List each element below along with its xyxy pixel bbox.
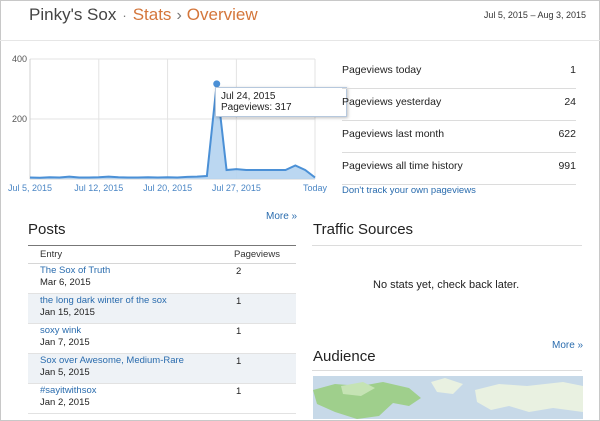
summary-row: Pageviews last month 622 [342,121,576,153]
chart-x-tick-label: Jul 27, 2015 [212,183,261,193]
traffic-more-link[interactable]: More » [552,340,584,351]
summary-label: Pageviews yesterday [342,96,442,108]
breadcrumb-stats-link[interactable]: Stats [132,5,172,24]
chart-x-tick-label: Jul 20, 2015 [143,183,192,193]
map-eurasia [475,382,583,412]
traffic-empty-message: No stats yet, check back later. [373,279,520,291]
post-row: The Sox of Truth Mar 6, 2015 2 [28,264,296,294]
pageviews-summary: Pageviews today 1 Pageviews yesterday 24 Pag… [342,57,576,185]
summary-row: Pageviews yesterday 24 [342,89,576,121]
summary-row: Pageviews today 1 [342,57,576,89]
posts-more-link[interactable]: More » [266,211,298,222]
post-title-link[interactable]: The Sox of Truth [40,265,111,276]
post-title-link[interactable]: #sayitwithsox [40,385,97,396]
chart-y-tick-label: 200 [12,114,27,124]
post-pageviews: 1 [236,386,242,397]
post-date: Jan 5, 2015 [40,367,90,378]
audience-world-map[interactable] [313,376,583,419]
breadcrumb-arrow: › [176,7,182,24]
post-row: #sayitwithsox Jan 2, 2015 1 [28,384,296,414]
post-pageviews: 1 [236,326,242,337]
summary-value: 622 [558,128,576,140]
post-row: the long dark winter of the sox Jan 15, 2… [28,294,296,324]
chart-x-tick-label: Jul 5, 2015 [8,183,52,193]
map-north-america [313,382,421,419]
breadcrumb-overview: Overview [186,5,258,24]
map-canada-shade [341,382,375,396]
chart-x-tick-label: Today [303,183,328,193]
posts-table-header: Entry Pageviews [28,245,296,264]
traffic-sources-heading: Traffic Sources [313,221,414,238]
post-date: Mar 6, 2015 [40,277,91,288]
tooltip-date: Jul 24, 2015 [221,91,276,102]
post-pageviews: 2 [236,266,242,277]
post-date: Jan 7, 2015 [40,337,90,348]
post-row: Sox over Awesome, Medium-Rare Jan 5, 2015… [28,354,296,384]
column-pageviews: Pageviews [234,249,280,260]
breadcrumb-site-name[interactable]: Pinky's Sox [29,5,117,24]
breadcrumb-separator: · [122,8,127,23]
chart-x-tick-label: Jul 12, 2015 [74,183,123,193]
chart-series-line [29,83,316,179]
chart-tooltip: Jul 24, 2015 Pageviews: 317 [215,87,347,117]
traffic-divider [312,245,582,246]
breadcrumb: Pinky's Sox · Stats › Overview [29,5,258,25]
posts-heading: Posts [28,221,66,238]
summary-label: Pageviews all time history [342,160,463,172]
posts-table: Entry Pageviews The Sox of Truth Mar 6, 2… [28,245,296,414]
summary-label: Pageviews last month [342,128,445,140]
dont-track-link[interactable]: Don't track your own pageviews [342,185,476,196]
summary-label: Pageviews today [342,64,422,76]
post-date: Jan 15, 2015 [40,307,95,318]
post-pageviews: 1 [236,296,242,307]
post-title-link[interactable]: Sox over Awesome, Medium-Rare [40,355,184,366]
date-range: Jul 5, 2015 – Aug 3, 2015 [483,10,586,20]
pageviews-chart[interactable]: 400 200 Jul 5, 2015 Jul 12, 2015 Jul 20, 201… [0,46,340,196]
page-header: Pinky's Sox · Stats › Overview Jul 5, 2015 –… [0,0,600,34]
map-greenland [431,378,463,394]
post-date: Jan 2, 2015 [40,397,90,408]
header-divider [0,40,600,41]
audience-divider [312,370,582,371]
summary-value: 1 [570,64,576,76]
post-title-link[interactable]: soxy wink [40,325,82,336]
post-row: soxy wink Jan 7, 2015 1 [28,324,296,354]
tooltip-pageviews: Pageviews: 317 [221,102,292,113]
summary-value: 24 [564,96,576,108]
column-entry: Entry [40,249,63,260]
world-map-graphic [313,378,583,419]
summary-row: Pageviews all time history 991 [342,153,576,185]
post-pageviews: 1 [236,356,242,367]
summary-value: 991 [558,160,576,172]
chart-highlight-point [213,80,221,88]
chart-y-tick-label: 400 [12,54,27,64]
audience-heading: Audience [313,348,376,365]
post-title-link[interactable]: the long dark winter of the sox [40,295,167,306]
